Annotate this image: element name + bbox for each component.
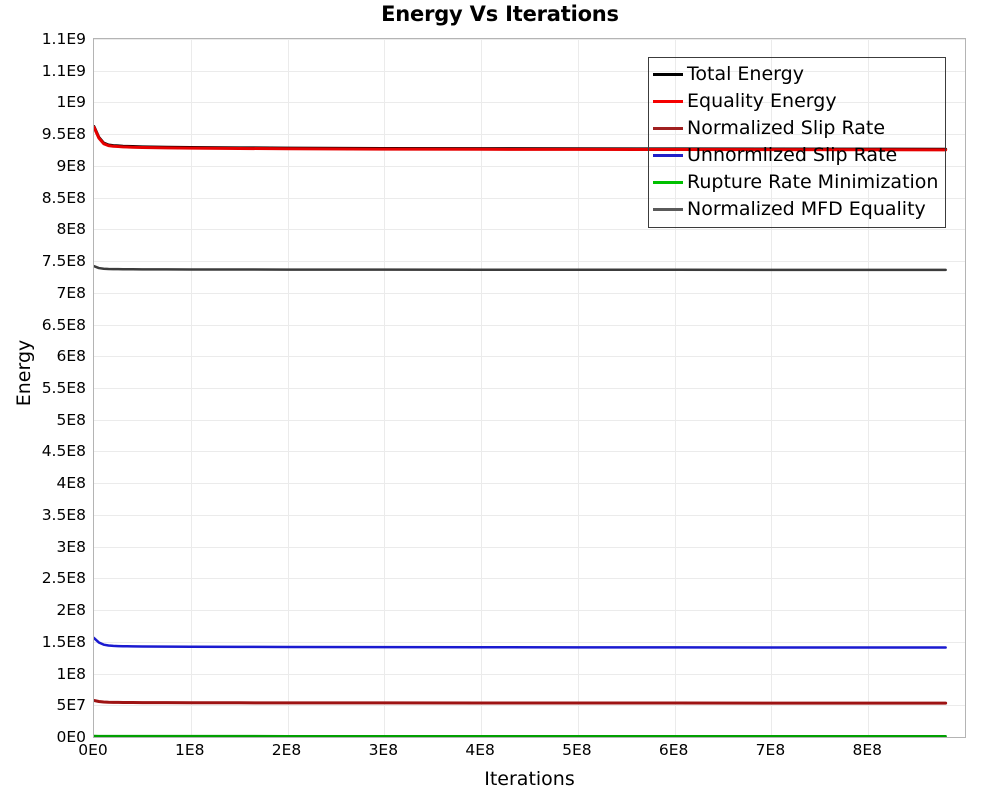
x-axis-tick-label: 4E8 <box>465 741 495 759</box>
x-axis-tick-label: 7E8 <box>755 741 786 759</box>
gridline-horizontal <box>94 292 965 294</box>
gridline-vertical <box>190 39 192 737</box>
y-axis-tick-label: 2.5E8 <box>41 569 86 588</box>
gridline-vertical <box>577 39 579 737</box>
y-axis-tick-label: 9.5E8 <box>41 125 86 144</box>
legend-color-swatch-icon <box>653 100 683 103</box>
y-axis-tick-label: 2E8 <box>56 601 86 620</box>
x-axis-tick-labels: 0E0 1E8 2E8 3E8 4E8 5E8 6E8 7E8 8E8 <box>78 741 966 765</box>
plot-area <box>93 38 966 738</box>
y-axis-tick-label: 3E8 <box>56 537 86 556</box>
legend-color-swatch-icon <box>653 208 683 211</box>
gridline-horizontal <box>94 705 965 707</box>
y-axis-tick-label: 1.1E9 <box>41 61 86 80</box>
gridline-horizontal <box>94 261 965 263</box>
legend-item[interactable]: Normalized Slip Rate <box>649 115 945 142</box>
gridline-horizontal <box>94 229 965 231</box>
series-line <box>94 699 948 705</box>
series-line <box>94 264 947 272</box>
gridline-horizontal <box>94 197 965 199</box>
gridline-horizontal <box>94 134 965 136</box>
x-axis-tick-label: 5E8 <box>562 741 592 759</box>
gridline-horizontal <box>94 610 965 612</box>
y-axis-tick-label: 7E8 <box>56 283 86 302</box>
x-axis-tick-label: 6E8 <box>658 741 689 759</box>
y-axis-tick-label: 8E8 <box>56 220 86 239</box>
gridline-horizontal <box>94 419 965 421</box>
gridline-horizontal <box>94 165 965 167</box>
legend-color-swatch-icon <box>653 73 683 76</box>
y-axis-tick-label: 4.5E8 <box>41 442 86 461</box>
y-axis-tick-label: 4E8 <box>56 474 86 493</box>
y-axis-tick-label: 1.5E8 <box>41 632 86 651</box>
gridline-horizontal <box>94 737 965 738</box>
legend-item-label: Unnormlized Slip Rate <box>687 144 898 166</box>
y-axis-tick-label: 1E8 <box>56 664 86 683</box>
legend-item-label: Rupture Rate Minimization <box>687 171 939 193</box>
legend-color-swatch-icon <box>653 181 683 184</box>
y-axis-tick-label: 6.5E8 <box>41 315 86 334</box>
y-axis-tick-label: 1E9 <box>56 93 86 112</box>
gridline-horizontal <box>94 641 965 643</box>
gridline-horizontal <box>94 483 965 485</box>
y-axis-tick-label: 1.1E9 <box>41 30 86 48</box>
y-axis-tick-label: 3.5E8 <box>41 505 86 524</box>
gridline-vertical <box>481 39 483 737</box>
gridline-horizontal <box>94 388 965 389</box>
legend-item[interactable]: Equality Energy <box>649 88 945 115</box>
legend-item[interactable]: Unnormlized Slip Rate <box>649 142 945 169</box>
gridline-horizontal <box>94 102 965 104</box>
x-axis-tick-label: 1E8 <box>175 741 205 759</box>
x-axis-tick-label: 8E8 <box>852 741 882 759</box>
gridline-vertical <box>771 39 773 737</box>
x-axis-tick-label: 3E8 <box>368 741 399 759</box>
legend-item[interactable]: Rupture Rate Minimization <box>649 169 945 196</box>
legend-item[interactable]: Total Energy <box>649 61 945 88</box>
gridline-horizontal <box>94 578 965 580</box>
y-axis-tick-label: 5E7 <box>56 696 86 715</box>
series-layer <box>94 125 948 737</box>
x-axis-tick-label: 0E0 <box>78 741 108 759</box>
legend-item-label: Normalized MFD Equality <box>687 198 926 220</box>
legend-color-swatch-icon <box>653 127 683 130</box>
gridline-horizontal <box>94 546 965 548</box>
gridline-vertical <box>674 39 676 737</box>
y-axis-tick-label: 8.5E8 <box>41 188 86 207</box>
gridline-horizontal <box>94 70 965 72</box>
legend-color-swatch-icon <box>653 154 683 157</box>
gridline-vertical <box>287 39 289 737</box>
x-axis-tick-label: 2E8 <box>271 741 302 759</box>
series-line <box>94 125 948 152</box>
legend-item[interactable]: Normalized MFD Equality <box>649 196 945 223</box>
y-axis-tick-label: 9E8 <box>56 156 86 175</box>
legend-item-label: Equality Energy <box>687 90 837 112</box>
y-axis-tick-labels: 1.1E9 1.1E9 1E9 9.5E8 9E8 8.5E8 8E8 7.5E8 7E8 6.5… <box>0 30 91 746</box>
y-axis-tick-label: 6E8 <box>56 347 86 366</box>
page-title: Energy Vs Iterations <box>381 2 619 26</box>
gridline-vertical <box>868 39 870 737</box>
gridline-horizontal <box>94 673 965 675</box>
gridline-horizontal <box>94 514 965 516</box>
series-line <box>94 636 947 649</box>
y-axis-tick-label: 5E8 <box>56 410 86 429</box>
gridline-vertical <box>384 39 386 737</box>
gridline-horizontal <box>94 356 965 358</box>
gridline-horizontal <box>94 39 965 40</box>
y-axis-title: Energy <box>13 339 35 407</box>
x-axis-title: Iterations <box>484 768 575 790</box>
legend-item-label: Normalized Slip Rate <box>687 117 886 139</box>
legend[interactable]: Total Energy Equality Energy Normalized Sl… <box>648 57 946 228</box>
gridline-horizontal <box>94 451 965 453</box>
y-axis-tick-label: 7.5E8 <box>41 252 86 271</box>
legend-item-label: Total Energy <box>687 63 804 85</box>
gridline-horizontal <box>94 324 965 326</box>
y-axis-tick-label: 5.5E8 <box>41 379 86 397</box>
y-axis-tick-label: 0E0 <box>56 728 86 746</box>
